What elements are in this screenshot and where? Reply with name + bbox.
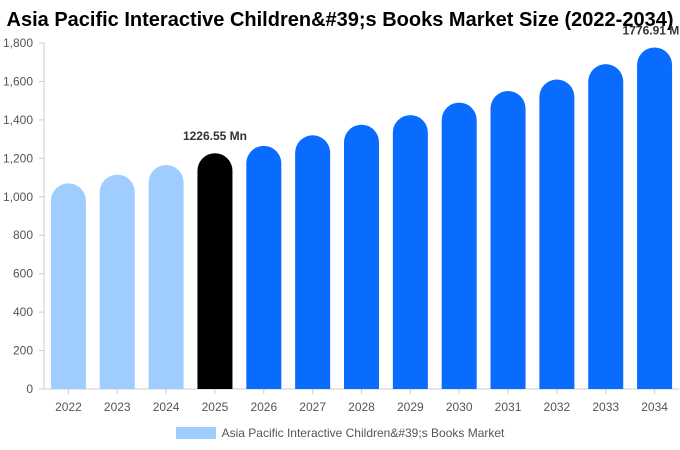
x-tick-label: 2034 <box>641 400 668 414</box>
data-label-2034: 1776.91 Mn <box>623 23 680 37</box>
x-tick-label: 2032 <box>544 400 571 414</box>
bar-2032 <box>539 79 575 390</box>
chart-title: Asia Pacific Interactive Children&#39;s … <box>6 9 674 31</box>
legend-swatch <box>175 427 216 439</box>
x-tick-label: 2031 <box>495 400 522 414</box>
bar-2025 <box>197 153 233 389</box>
y-tick-label: 1,800 <box>3 36 33 50</box>
x-tick-label: 2024 <box>153 400 180 414</box>
y-tick-label: 0 <box>26 382 33 396</box>
bar-2029 <box>392 115 428 390</box>
y-tick-label: 200 <box>13 344 33 358</box>
y-tick-label: 1,000 <box>3 190 33 204</box>
bar-2033 <box>588 64 624 390</box>
bar-2024 <box>148 165 184 389</box>
bar-2027 <box>295 135 331 389</box>
data-labels: 1226.55 Mn 1776.91 Mn <box>183 23 680 143</box>
bar-2030 <box>441 102 477 389</box>
y-tick-label: 400 <box>13 305 33 319</box>
y-tick-label: 1,200 <box>3 151 33 165</box>
y-tick-label: 1,600 <box>3 74 33 88</box>
y-tick-label: 1,400 <box>3 113 33 127</box>
x-tick-label: 2026 <box>250 400 277 414</box>
data-label-2025: 1226.55 Mn <box>183 129 247 143</box>
bars <box>50 47 673 390</box>
legend: Asia Pacific Interactive Children&#39;s … <box>0 426 680 440</box>
bar-2031 <box>490 91 526 390</box>
y-tick-label: 800 <box>13 228 33 242</box>
x-tick-label: 2025 <box>202 400 229 414</box>
x-tick-label: 2029 <box>397 400 424 414</box>
bar-2034 <box>637 47 673 389</box>
x-tick-label: 2022 <box>55 400 82 414</box>
x-tick-label: 2023 <box>104 400 131 414</box>
x-tick-label: 2033 <box>592 400 619 414</box>
y-tick-label: 600 <box>13 267 33 281</box>
x-tick-label: 2027 <box>299 400 326 414</box>
x-tick-label: 2028 <box>348 400 375 414</box>
bar-2022 <box>50 183 86 389</box>
y-axis: 0 200 400 600 800 1,000 1,200 1,400 1,600 1,800 <box>3 36 45 396</box>
x-axis: 2022 2023 2024 2025 2026 2027 2028 2029 2030 2031… <box>44 388 679 414</box>
bar-2028 <box>344 124 379 389</box>
bar-2023 <box>99 174 135 389</box>
bar-2026 <box>246 145 282 389</box>
legend-label: Asia Pacific Interactive Children&#39;s … <box>221 426 505 440</box>
x-tick-label: 2030 <box>446 400 473 414</box>
